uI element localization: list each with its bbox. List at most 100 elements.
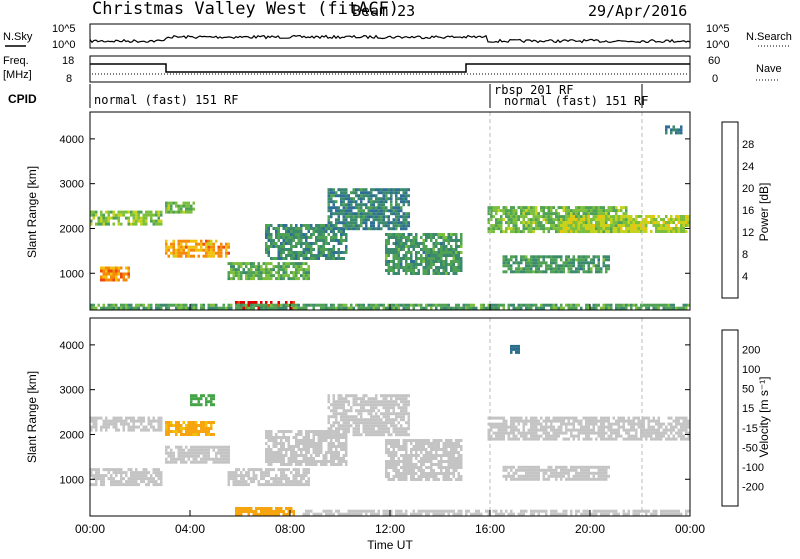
heatmap-cell (548, 304, 551, 307)
heatmap-cell (238, 277, 241, 280)
heatmap-cell (268, 468, 271, 471)
heatmap-cell (330, 448, 333, 451)
heatmap-cell (330, 457, 333, 460)
heatmap-cell (268, 483, 271, 486)
heatmap-cell (498, 227, 501, 230)
heatmap-cell (343, 445, 346, 448)
heatmap-cell (353, 397, 356, 400)
heatmap-cell (225, 455, 228, 458)
heatmap-cell (288, 436, 291, 439)
heatmap-cell (450, 478, 453, 481)
heatmap-cell (405, 197, 408, 200)
heatmap-cell (510, 212, 513, 215)
heatmap-cell (308, 460, 311, 463)
heatmap-cell (403, 457, 406, 460)
heatmap-cell (265, 480, 268, 483)
heatmap-cell (265, 430, 268, 433)
heatmap-cell (165, 240, 168, 243)
heatmap-cell (510, 209, 513, 212)
heatmap-cell (443, 236, 446, 239)
heatmap-cell (525, 258, 528, 261)
heatmap-cell (165, 211, 168, 214)
heatmap-cell (523, 270, 526, 273)
heatmap-cell (683, 435, 686, 438)
heatmap-cell (300, 477, 303, 480)
heatmap-cell (398, 460, 401, 463)
heatmap-cell (243, 480, 246, 483)
heatmap-cell (560, 432, 563, 435)
heatmap-cell (320, 307, 323, 310)
heatmap-cell (310, 304, 313, 307)
heatmap-cell (313, 248, 316, 251)
heatmap-cell (418, 448, 421, 451)
heatmap-cell (130, 426, 133, 429)
heatmap-cell (413, 269, 416, 272)
heatmap-cell (295, 474, 298, 477)
heatmap-cell (298, 254, 301, 257)
heatmap-cell (178, 424, 181, 427)
heatmap-cell (440, 272, 443, 275)
heatmap-cell (335, 400, 338, 403)
heatmap-cell (265, 454, 268, 457)
heatmap-cell (183, 449, 186, 452)
heatmap-cell (565, 426, 568, 429)
heatmap-cell (433, 248, 436, 251)
heatmap-cell (605, 417, 608, 420)
heatmap-cell (408, 266, 411, 269)
heatmap-cell (210, 249, 213, 252)
heatmap-cell (460, 266, 463, 269)
heatmap-cell (125, 217, 128, 220)
heatmap-cell (240, 480, 243, 483)
heatmap-cell (335, 307, 338, 310)
heatmap-cell (443, 251, 446, 254)
heatmap-cell (133, 423, 136, 426)
heatmap-cell (190, 403, 193, 406)
heatmap-cell (455, 269, 458, 272)
heatmap-cell (308, 442, 311, 445)
heatmap-cell (473, 307, 476, 310)
heatmap-cell (330, 206, 333, 209)
heatmap-cell (115, 217, 118, 220)
heatmap-cell (308, 227, 311, 230)
heatmap-cell (265, 460, 268, 463)
heatmap-cell (203, 421, 206, 424)
heatmap-cell (628, 423, 631, 426)
heatmap-cell (450, 233, 453, 236)
heatmap-cell (370, 400, 373, 403)
heatmap-cell (195, 243, 198, 246)
heatmap-cell (203, 394, 206, 397)
heatmap-cell (138, 220, 141, 223)
heatmap-cell (663, 307, 666, 310)
heatmap-cell (133, 426, 136, 429)
heatmap-cell (230, 265, 233, 268)
heatmap-cell (165, 249, 168, 252)
heatmap-cell (318, 233, 321, 236)
heatmap-cell (345, 448, 348, 451)
heatmap-cell (633, 423, 636, 426)
heatmap-cell (540, 426, 543, 429)
heatmap-cell (278, 468, 281, 471)
heatmap-cell (385, 400, 388, 403)
heatmap-cell (578, 420, 581, 423)
heatmap-cell (670, 230, 673, 233)
heatmap-cell (295, 451, 298, 454)
heatmap-cell (405, 215, 408, 218)
heatmap-cell (110, 477, 113, 480)
heatmap-cell (150, 420, 153, 423)
heatmap-cell (433, 478, 436, 481)
heatmap-cell (540, 423, 543, 426)
heatmap-cell (455, 469, 458, 472)
heatmap-cell (300, 254, 303, 257)
heatmap-cell (438, 233, 441, 236)
heatmap-cell (265, 304, 268, 307)
heatmap-cell (450, 248, 453, 251)
heatmap-cell (453, 260, 456, 263)
heatmap-cell (505, 255, 508, 258)
heatmap-cell (290, 463, 293, 466)
heatmap-cell (95, 423, 98, 426)
heatmap-cell (598, 221, 601, 224)
heatmap-cell (228, 474, 231, 477)
heatmap-cell (145, 471, 148, 474)
heatmap-cell (308, 457, 311, 460)
heatmap-cell (345, 412, 348, 415)
